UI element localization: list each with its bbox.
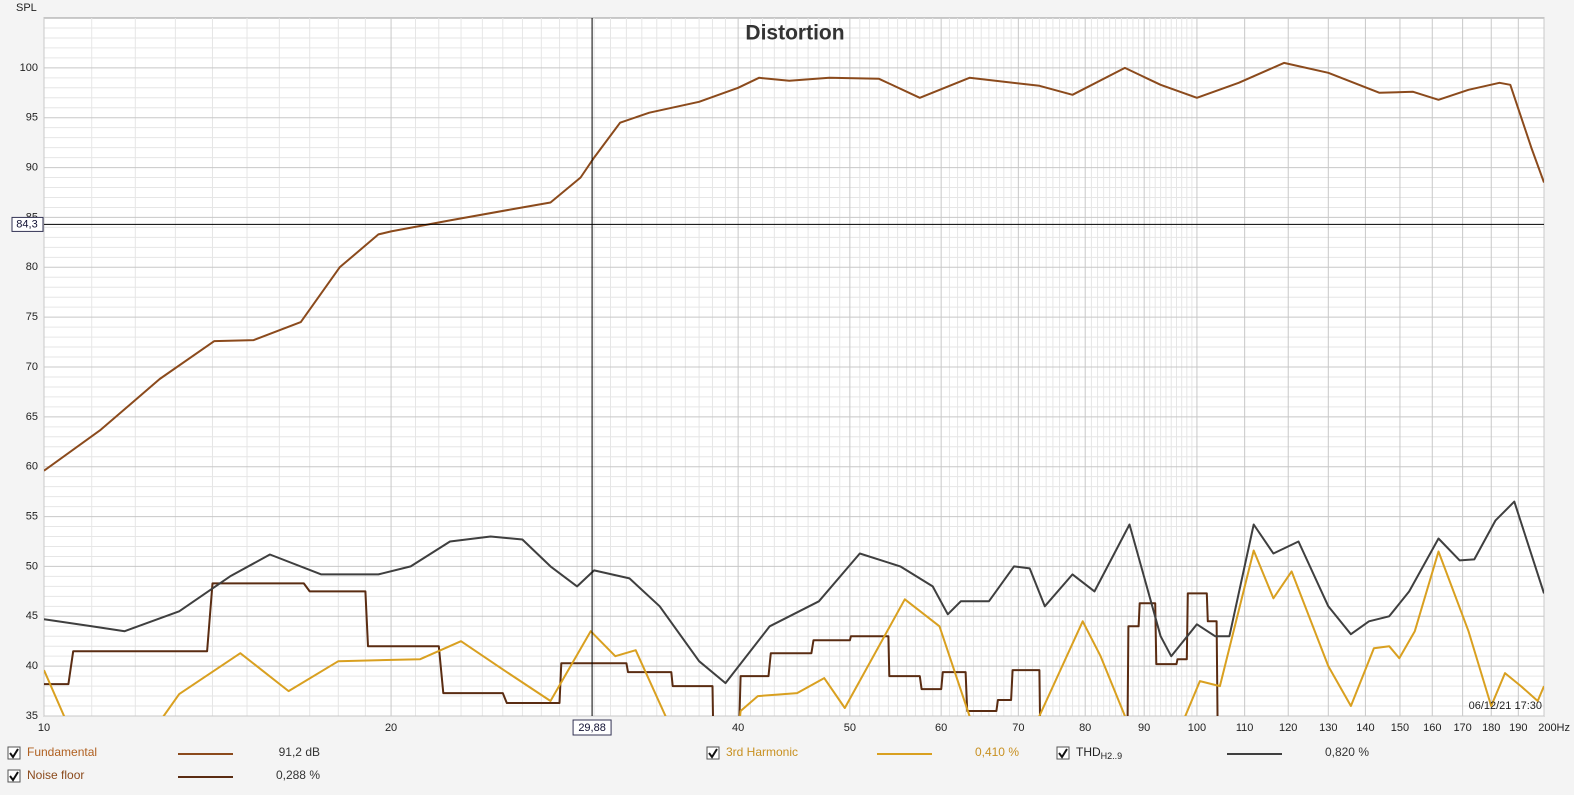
overlay: 3540455055606570758085909510010204050607…	[11, 18, 1570, 736]
checkmark	[9, 748, 19, 759]
x-tick-label: 170	[1453, 722, 1471, 734]
series-line	[44, 582, 1219, 716]
legend-value: 0,288 %	[276, 768, 320, 782]
legend-name: 3rd Harmonic	[726, 745, 798, 759]
cursor-y-label: 84,3	[16, 218, 37, 230]
series-line	[44, 549, 1544, 716]
y-tick-label: 80	[26, 261, 38, 273]
y-tick-label: 70	[26, 361, 38, 373]
y-axis-label: SPL	[16, 2, 37, 14]
y-tick-label: 50	[26, 560, 38, 572]
legend-name-text: THD	[1076, 745, 1101, 759]
x-tick-label: 180	[1482, 722, 1500, 734]
x-tick-label: 110	[1236, 722, 1254, 734]
x-tick-label: 130	[1319, 722, 1337, 734]
x-tick-label: 150	[1391, 722, 1409, 734]
cursor-x-box	[572, 719, 612, 736]
legend-name: Noise floor	[27, 768, 84, 782]
x-tick-label: 90	[1138, 722, 1150, 734]
legend-name-text: Noise floor	[27, 768, 84, 782]
legend-name-text: 3rd Harmonic	[726, 745, 798, 759]
legend-name: Fundamental	[27, 745, 97, 759]
series-lines	[44, 61, 1544, 716]
x-tick-label: 60	[935, 722, 947, 734]
x-tick-label: 80	[1079, 722, 1091, 734]
y-tick-label: 60	[26, 461, 38, 473]
x-tick-label: 20	[385, 722, 397, 734]
x-tick-label: 200Hz	[1538, 722, 1570, 734]
x-tick-label: 70	[1012, 722, 1024, 734]
grid	[43, 18, 1545, 717]
y-tick-label: 45	[26, 610, 38, 622]
series-line	[44, 61, 1544, 472]
x-tick-label: 160	[1423, 722, 1441, 734]
x-tick-label: 140	[1356, 722, 1374, 734]
checkmark	[1058, 748, 1068, 759]
x-tick-label: 10	[38, 722, 50, 734]
legend-name-text: Fundamental	[27, 745, 97, 759]
legend-value: 0,410 %	[975, 745, 1019, 759]
y-tick-label: 95	[26, 112, 38, 124]
x-tick-label: 40	[732, 722, 744, 734]
chart-title: Distortion	[745, 22, 844, 45]
y-tick-label: 75	[26, 311, 38, 323]
y-tick-label: 65	[26, 411, 38, 423]
legend-name: THDH2..9	[1076, 745, 1122, 761]
x-tick-label: 50	[844, 722, 856, 734]
legend-value: 0,820 %	[1325, 745, 1369, 759]
x-tick-label: 100	[1188, 722, 1206, 734]
y-tick-label: 40	[26, 660, 38, 672]
y-tick-label: 35	[26, 710, 38, 722]
y-tick-label: 90	[26, 161, 38, 173]
checkmark	[708, 748, 718, 759]
legend-value: 91,2 dB	[279, 745, 320, 759]
cursor-x-label: 29,88	[578, 722, 606, 734]
cursor-y-box	[11, 216, 44, 232]
y-tick-label: 100	[20, 62, 38, 74]
timestamp: 06/12/21 17:30	[1469, 700, 1542, 712]
x-tick-label: 120	[1279, 722, 1297, 734]
x-tick-label: 190	[1509, 722, 1527, 734]
y-tick-label: 55	[26, 510, 38, 522]
checkmark	[9, 771, 19, 782]
legend-name-subscript: H2..9	[1101, 751, 1123, 761]
series-line	[44, 500, 1544, 685]
